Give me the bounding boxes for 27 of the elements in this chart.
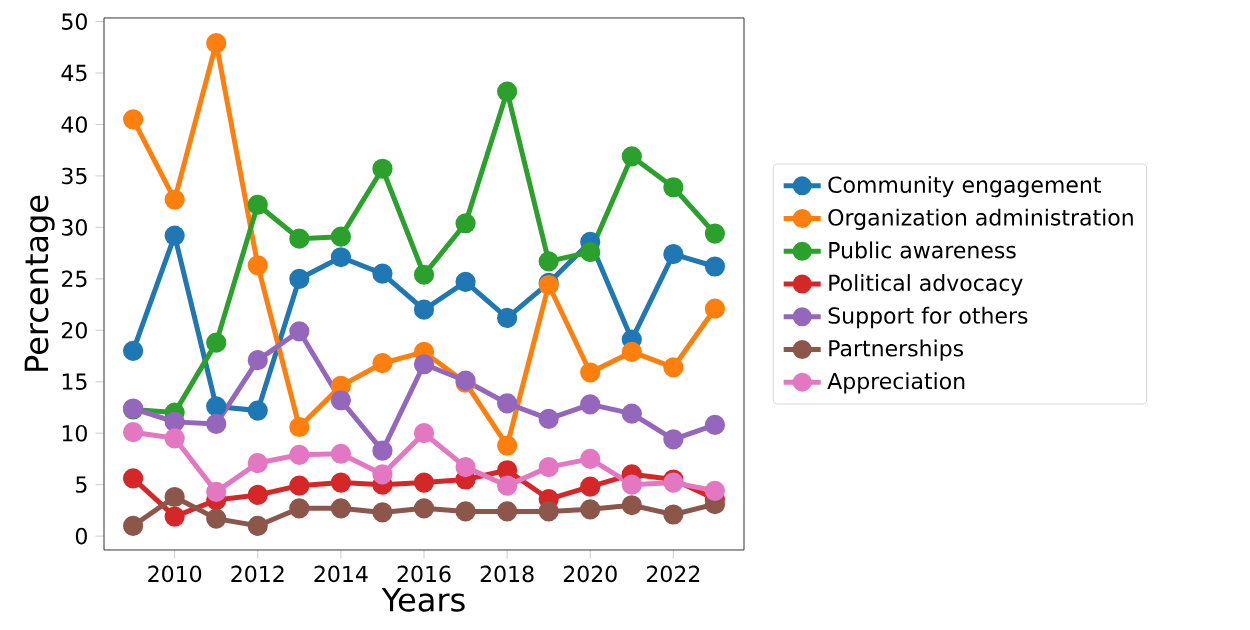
y-tick-label: 5 — [76, 476, 87, 493]
y-tick-label: 0 — [75, 527, 87, 545]
legend-label: Organization administration — [828, 208, 1133, 230]
y-tick-label: 50 — [62, 13, 87, 30]
y-tick-label: 15 — [62, 373, 87, 390]
x-tick-label: 2022 — [646, 565, 700, 583]
x-tick-label: 2014 — [314, 565, 368, 583]
y-axis-title: Percentage — [24, 195, 55, 371]
x-tick-label: 2018 — [480, 565, 534, 583]
x-tick-label: 2012 — [231, 565, 284, 583]
y-tick-label: 25 — [62, 270, 87, 288]
x-axis-title: Years — [381, 587, 465, 612]
y-tick-label: 30 — [62, 219, 87, 236]
legend-label: Community engagement — [828, 175, 1101, 198]
x-tick-label: 2010 — [148, 565, 202, 583]
y-tick-label: 45 — [61, 64, 87, 82]
y-tick-label: 40 — [61, 116, 87, 133]
legend-label: Partnerships — [829, 339, 964, 361]
legend-label: Political advocacy — [829, 274, 1023, 296]
y-tick-label: 10 — [62, 424, 87, 442]
y-tick-label: 35 — [62, 167, 87, 185]
y-tick-label: 20 — [62, 321, 87, 339]
legend-label: Public awareness — [829, 241, 1016, 259]
x-tick-label: 2016 — [397, 565, 451, 583]
x-tick-label: 2020 — [563, 565, 617, 583]
legend-label: Support for others — [828, 306, 1028, 329]
legend-label: Appreciation — [827, 372, 965, 394]
